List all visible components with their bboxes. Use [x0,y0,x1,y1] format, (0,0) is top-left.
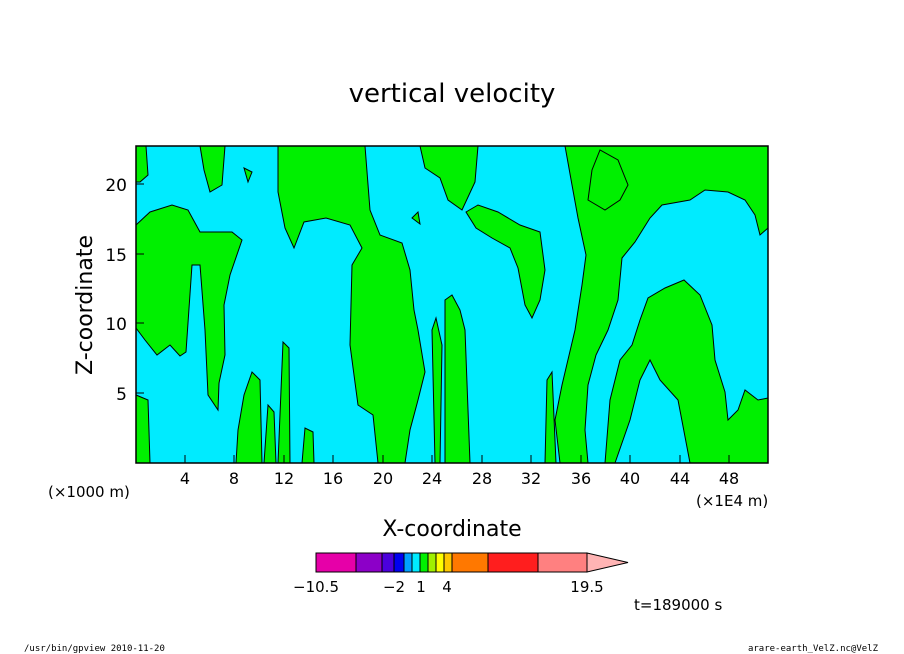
colorbar-label: 4 [442,578,452,596]
region-dot [411,210,421,226]
x-tick-label: 24 [422,469,442,488]
x-tick-label: 32 [521,469,541,488]
colorbar-label: 1 [416,578,426,596]
colorbar-cell [403,552,413,573]
x-unit-right: (×1E4 m) [696,492,768,510]
region-right-inner [587,149,629,211]
region-right-of-center [465,204,546,320]
colorbar-cell [451,552,489,573]
colorbar-cell [381,552,395,573]
plot-frame [135,145,769,464]
colorbar-cells [315,552,588,573]
x-tick-label: 48 [719,469,739,488]
x-tick-label: 16 [323,469,343,488]
y-tick-label: 5 [116,385,127,405]
x-tick-label: 12 [274,469,294,488]
x-unit-left: (×1000 m) [48,483,130,501]
colorbar-cell [537,552,588,573]
colorbar-label: −2 [383,578,405,596]
colorbar-cell [435,552,445,573]
region-left-column [135,145,149,183]
region-top-center [419,145,479,211]
colorbar-cell [393,552,405,573]
y-axis-label: Z-coordinate [73,235,98,375]
time-label: t=189000 s [634,596,722,614]
y-axis: 5 10 15 20 Z-coordinate [73,176,144,405]
x-tick-label: 28 [472,469,492,488]
positive-regions [135,145,769,464]
plot-area [135,145,769,464]
region-left-bottom [135,394,151,464]
region-top-b [243,167,253,184]
colorbar-cell [411,552,421,573]
region-left-block [135,204,243,412]
x-axis: 4 8 12 16 20 24 28 32 36 40 44 48 (×1000… [48,455,768,542]
footer-right: arare-earth_VelZ.nc@VelZ [748,644,879,654]
colorbar-cell [315,552,357,573]
x-tick-label: 4 [180,469,190,488]
colorbar-cell [427,552,437,573]
colorbar-arrow [586,552,629,573]
colorbar-cell [419,552,429,573]
colorbar-cell [487,552,539,573]
x-tick-label: 40 [620,469,640,488]
x-tick-label: 36 [571,469,591,488]
chart-title: vertical velocity [349,79,556,109]
colorbar-label: −10.5 [293,578,339,596]
x-tick-label: 20 [373,469,393,488]
x-axis-label: X-coordinate [382,517,521,542]
colorbar-cell [443,552,453,573]
y-tick-label: 20 [105,176,127,196]
x-tick-label: 8 [229,469,239,488]
colorbar: −10.5 −2 1 4 19.5 [293,552,629,596]
y-tick-label: 10 [105,315,127,335]
y-tick-label: 15 [105,246,127,266]
colorbar-cell [355,552,383,573]
colorbar-label: 19.5 [570,578,603,596]
footer-left: /usr/bin/gpview 2010-11-20 [24,644,165,654]
x-tick-label: 44 [670,469,690,488]
